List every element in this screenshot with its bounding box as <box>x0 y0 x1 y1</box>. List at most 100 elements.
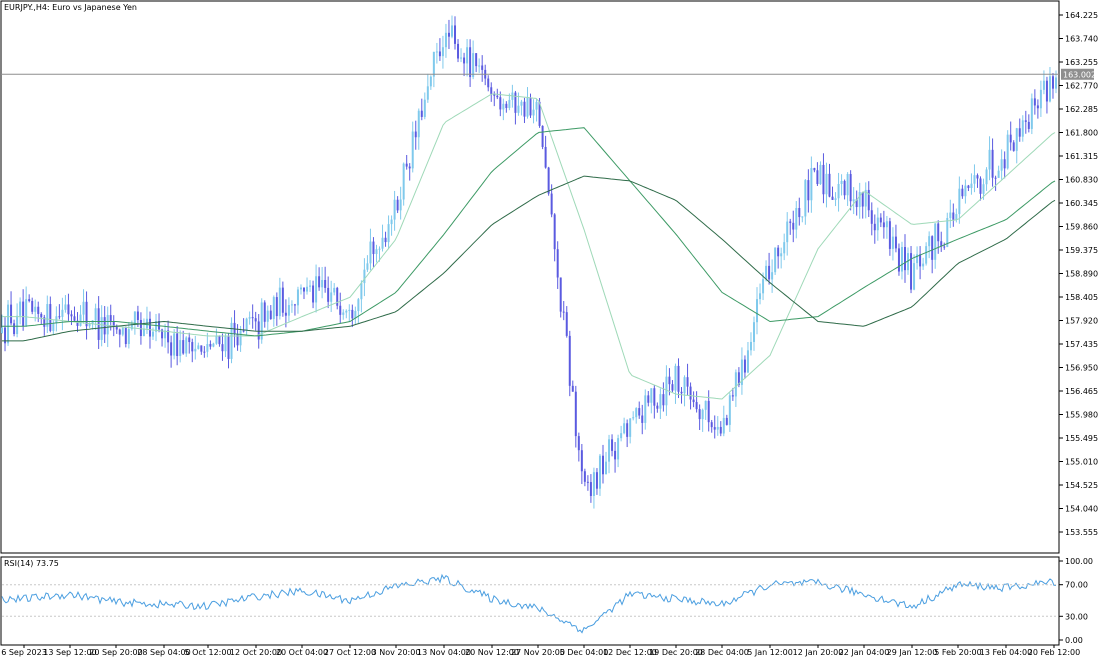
candle-body <box>381 237 384 249</box>
candle-body <box>734 372 737 397</box>
candle-body <box>517 105 520 113</box>
price-tick-label: 157.920 <box>1065 317 1098 326</box>
candle-body <box>701 409 704 420</box>
time-tick-label: 27 Oct 12:00 <box>324 648 376 657</box>
candle-body <box>577 436 580 451</box>
candle-body <box>529 97 532 116</box>
price-tick-label: 153.555 <box>1065 528 1098 537</box>
rsi-series-group <box>1 573 1057 634</box>
candle-body <box>601 455 604 475</box>
candle-body <box>689 386 692 400</box>
candle-body <box>472 53 475 78</box>
candle-body <box>224 336 227 352</box>
candle-body <box>900 247 903 272</box>
candle-body <box>10 304 13 324</box>
candle-body <box>1012 142 1015 151</box>
candle-body <box>239 330 242 346</box>
candle-body <box>846 174 849 196</box>
candle-body <box>740 359 743 385</box>
candle-body <box>982 184 985 194</box>
candle-body <box>574 391 577 437</box>
candle-body <box>873 223 876 231</box>
candle-body <box>408 166 411 169</box>
candle-body <box>58 316 61 318</box>
time-tick-label: 5 Jan 12:00 <box>747 648 793 657</box>
candle-body <box>278 287 281 317</box>
candle-body <box>807 180 810 201</box>
candle-body <box>843 180 846 196</box>
candle-body <box>719 426 722 434</box>
candle-body <box>644 395 647 423</box>
candle-body <box>991 149 994 178</box>
candle-body <box>1030 98 1033 129</box>
candle-body <box>188 337 191 343</box>
candle-body <box>786 221 789 243</box>
candle-body <box>707 400 710 423</box>
ma-fast-line <box>2 93 1056 400</box>
candle-body <box>420 110 423 117</box>
candle-body <box>789 221 792 223</box>
price-axis[interactable]: 164.225 163.740 163.255 162.770 162.285 161.8… <box>1059 11 1098 537</box>
candle-body <box>426 86 429 100</box>
candle-body <box>777 247 780 257</box>
candle-body <box>885 221 888 228</box>
candle-body <box>447 32 450 37</box>
time-tick-label: 27 Nov 20:00 <box>511 648 565 657</box>
candle-body <box>272 297 275 320</box>
candle-body <box>393 199 396 220</box>
candle-body <box>641 415 644 423</box>
rsi-panel[interactable] <box>0 556 1060 646</box>
main-price-panel[interactable] <box>0 0 1060 554</box>
current-price-label: 163.002 <box>1063 70 1096 79</box>
candle-body <box>124 327 127 344</box>
rsi-axis[interactable]: 100.00 70.00 30.00 0.00 <box>2 557 1093 645</box>
candle-body <box>248 317 251 319</box>
candle-body <box>502 103 505 110</box>
candle-body <box>692 399 695 403</box>
candle-body <box>919 254 922 267</box>
candle-body <box>390 219 393 225</box>
candle-body <box>774 247 777 273</box>
candle-body <box>1033 98 1036 106</box>
candle-body <box>695 402 698 410</box>
candle-body <box>916 254 919 264</box>
candle-body <box>535 101 538 110</box>
rsi-title: RSI(14) 73.75 <box>4 559 59 568</box>
time-tick-label: 22 Jan 04:00 <box>839 648 890 657</box>
candle-body <box>801 216 804 218</box>
candle-body <box>76 320 79 326</box>
candle-body <box>411 131 414 169</box>
candle-body <box>127 329 130 344</box>
candle-body <box>296 289 299 306</box>
candle-body <box>372 241 375 255</box>
time-tick-label: 12 Dec 12:00 <box>603 648 657 657</box>
candle-body <box>508 99 511 108</box>
candle-body <box>647 395 650 403</box>
candle-body <box>450 25 453 37</box>
candle-body <box>251 317 254 319</box>
candle-body <box>749 341 752 351</box>
candle-body <box>638 408 641 416</box>
candle-body <box>378 248 381 250</box>
candle-body <box>152 331 155 337</box>
candle-body <box>88 323 91 327</box>
candle-body <box>457 43 460 59</box>
candle-body <box>595 472 598 489</box>
time-tick-label: 29 Jan 12:00 <box>887 648 938 657</box>
candle-body <box>22 301 25 327</box>
candle-body <box>218 335 221 345</box>
candle-body <box>67 304 70 315</box>
candle-body <box>756 299 759 323</box>
candle-body <box>70 314 73 317</box>
candle-body <box>737 372 740 385</box>
candle-body <box>287 305 290 316</box>
candle-body <box>949 212 952 219</box>
candle-body <box>173 333 176 356</box>
candle-body <box>336 287 339 306</box>
time-tick-label: 12 Oct 20:00 <box>230 648 282 657</box>
candle-body <box>907 253 910 271</box>
candle-body <box>158 321 161 330</box>
